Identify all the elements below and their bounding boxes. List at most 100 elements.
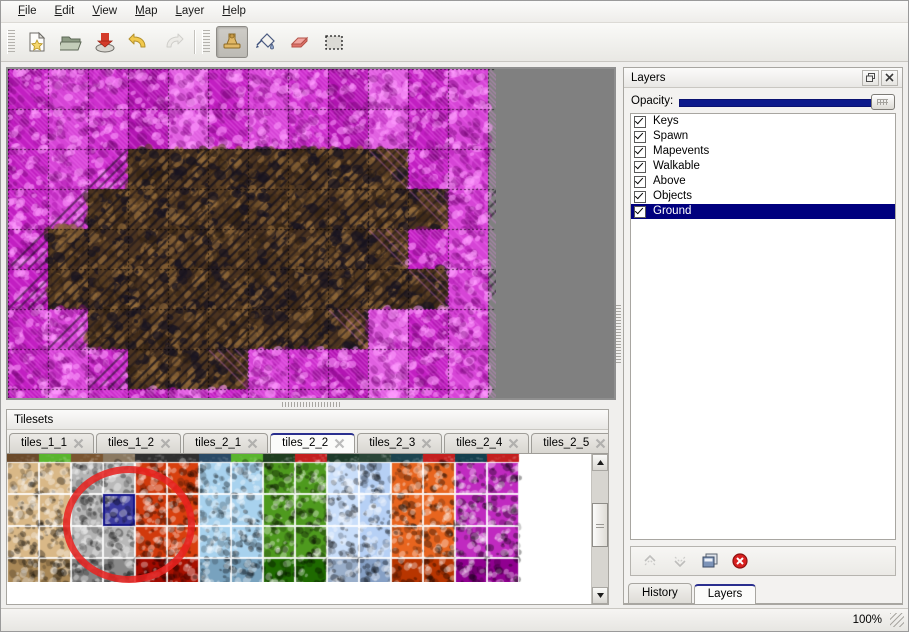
tilesets-panel-title: Tilesets [14, 413, 54, 426]
tileset-tab-tiles_1_1[interactable]: tiles_1_1 [9, 433, 95, 453]
tileset-tab-close-icon[interactable] [508, 438, 519, 449]
menu-edit[interactable]: Edit [54, 5, 75, 17]
menu-bar: File Edit View Map Layer Help [1, 1, 908, 23]
open-map-button[interactable] [55, 26, 87, 58]
scrollbar-track[interactable] [592, 471, 608, 587]
menu-mnemonic: L [175, 5, 182, 17]
move-layer-down-button[interactable] [668, 549, 692, 573]
menu-map[interactable]: Map [135, 5, 158, 17]
dock-tab-history[interactable]: History [628, 583, 692, 603]
layer-visibility-checkbox[interactable] [634, 175, 646, 188]
layer-row[interactable]: Spawn [631, 129, 895, 144]
tileset-tab-tiles_2_5[interactable]: tiles_2_5 [531, 433, 608, 453]
splitter-handle [282, 402, 340, 408]
bucket-fill-tool-button[interactable] [250, 26, 282, 58]
map-tiles-layer[interactable] [8, 69, 496, 399]
tilesets-panel-titlebar: Tilesets [7, 410, 608, 430]
map-canvas[interactable] [8, 69, 496, 399]
tileset-tab-bar: tiles_1_1 tiles_1_2 tiles_2_1 tiles_2_2 tile… [7, 430, 608, 454]
layer-visibility-checkbox[interactable] [634, 190, 646, 203]
tileset-tab-tiles_2_1[interactable]: tiles_2_1 [183, 433, 269, 453]
layer-name-label: Walkable [653, 160, 700, 172]
tilesets-panel: Tilesets tiles_1_1 tiles_1_2 tiles_2_1 tile… [6, 409, 609, 605]
layer-row[interactable]: Objects [631, 189, 895, 204]
eraser-tool-button[interactable] [284, 26, 316, 58]
tileset-body [7, 454, 608, 604]
map-canvas-viewport[interactable] [6, 67, 616, 401]
tileset-tab-close-icon[interactable] [160, 438, 171, 449]
layers-panel: Layers Opacity: [623, 67, 903, 605]
menu-help[interactable]: Help [222, 5, 246, 17]
layer-row[interactable]: Above [631, 174, 895, 189]
layer-row[interactable]: Ground [631, 204, 895, 219]
tileset-tab-label: tiles_2_1 [195, 437, 242, 449]
stamp-tool-button[interactable] [216, 26, 248, 58]
window-resize-grip[interactable] [890, 613, 904, 627]
layer-name-label: Objects [653, 190, 692, 202]
layer-name-label: Spawn [653, 130, 689, 142]
layer-list[interactable]: Keys Spawn Mapevents Walkable Above Objects Gr… [630, 113, 896, 540]
scroll-down-button[interactable] [592, 587, 608, 604]
layer-name-label: Ground [653, 205, 692, 217]
menu-layer[interactable]: Layer [175, 5, 205, 17]
layer-visibility-checkbox[interactable] [634, 115, 646, 128]
layer-name-label: Keys [653, 115, 679, 127]
select-tool-button[interactable] [318, 26, 350, 58]
tileset-vertical-scrollbar[interactable] [591, 454, 608, 604]
dock-tab-layers[interactable]: Layers [693, 584, 757, 604]
menu-view[interactable]: View [92, 5, 118, 17]
scroll-up-button[interactable] [592, 454, 608, 471]
scrollbar-thumb[interactable] [592, 503, 608, 548]
tileset-tab-tiles_1_2[interactable]: tiles_1_2 [96, 433, 182, 453]
toolbar-grip[interactable] [7, 30, 15, 54]
tileset-tab-close-icon[interactable] [595, 438, 606, 449]
close-panel-button[interactable] [881, 69, 898, 86]
menu-mnemonic: E [54, 5, 63, 17]
layer-row[interactable]: Mapevents [631, 144, 895, 159]
layer-visibility-checkbox[interactable] [634, 145, 646, 158]
tileset-tiles[interactable] [7, 454, 547, 582]
tileset-tile-grid[interactable] [7, 454, 591, 604]
tileset-tab-close-icon[interactable] [421, 438, 432, 449]
slider-thumb[interactable] [871, 94, 895, 110]
redo-button[interactable] [157, 26, 189, 58]
left-column: Tilesets tiles_1_1 tiles_1_2 tiles_2_1 tile… [1, 62, 616, 605]
undo-button[interactable] [123, 26, 155, 58]
tileset-tab-tiles_2_3[interactable]: tiles_2_3 [357, 433, 443, 453]
slider-track [679, 99, 895, 107]
zoom-level-label: 100% [852, 614, 882, 626]
tileset-tab-label: tiles_2_4 [456, 437, 503, 449]
layer-row[interactable]: Walkable [631, 159, 895, 174]
tileset-tab-label: tiles_1_1 [21, 437, 68, 449]
float-panel-button[interactable] [862, 69, 879, 86]
opacity-label: Opacity: [631, 95, 674, 107]
main-toolbar [1, 23, 908, 62]
tileset-tab-tiles_2_2[interactable]: tiles_2_2 [270, 433, 356, 453]
menu-mnemonic: H [222, 5, 231, 17]
delete-layer-button[interactable] [728, 549, 752, 573]
menu-mnemonic: F [18, 5, 26, 17]
menu-file[interactable]: File [18, 5, 37, 17]
horizontal-splitter[interactable] [6, 400, 616, 409]
right-dock: Layers Opacity: [623, 62, 908, 605]
tileset-tab-label: tiles_2_3 [369, 437, 416, 449]
new-map-button[interactable] [21, 26, 53, 58]
vertical-splitter[interactable] [614, 62, 623, 605]
layer-visibility-checkbox[interactable] [634, 205, 646, 218]
tileset-tab-tiles_2_4[interactable]: tiles_2_4 [444, 433, 530, 453]
tileset-tab-close-icon[interactable] [73, 438, 84, 449]
tileset-tab-label: tiles_2_2 [282, 437, 329, 449]
move-layer-up-button[interactable] [638, 549, 662, 573]
layer-visibility-checkbox[interactable] [634, 160, 646, 173]
layer-row[interactable]: Keys [631, 114, 895, 129]
save-map-button[interactable] [89, 26, 121, 58]
layer-visibility-checkbox[interactable] [634, 130, 646, 143]
tileset-tab-close-icon[interactable] [334, 438, 345, 449]
opacity-slider[interactable] [679, 93, 895, 110]
tools-grip[interactable] [202, 30, 210, 54]
tileset-tab-close-icon[interactable] [247, 438, 258, 449]
duplicate-layer-button[interactable] [698, 549, 722, 573]
layer-action-bar [630, 546, 896, 576]
layers-panel-titlebar: Layers [624, 68, 902, 88]
